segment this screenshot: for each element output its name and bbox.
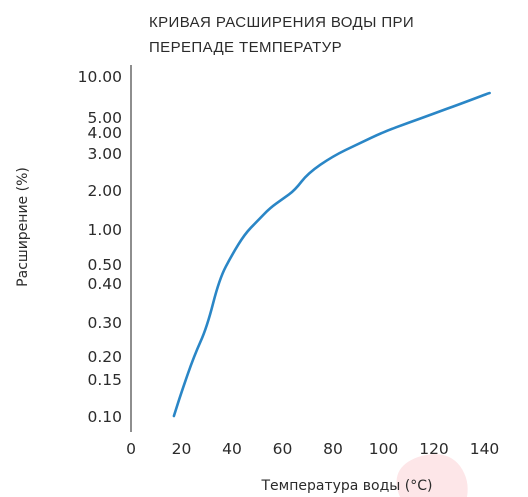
x-tick-label: 120 [419,440,449,458]
x-tick-label: 140 [470,440,500,458]
x-tick-label: 20 [172,440,192,458]
x-axis-label: Температура воды (°C) [260,478,432,494]
y-tick-label: 0.30 [87,314,122,332]
y-tick-label: 2.00 [87,182,122,200]
chart-title-line-1: КРИВАЯ РАСШИРЕНИЯ ВОДЫ ПРИ [149,14,414,31]
x-axis-ticks: 0 20 40 60 80 100 120 140 [126,440,499,458]
chart-title-line-2: ПЕРЕПАДЕ ТЕМПЕРАТУР [149,39,342,56]
x-tick-label: 0 [126,440,136,458]
y-axis-ticks: 10.00 5.004.00 3.00 2.00 1.00 0.500.40 0.30 0.2… [78,68,122,426]
series-line [172,91,491,418]
y-tick-label: 0.50 [87,256,122,274]
y-tick-label: 4.00 [87,124,122,142]
y-axis-label: Расширение (%) [15,167,31,287]
y-tick-label: 10.00 [78,68,122,86]
y-tick-label: 0.15 [87,371,122,389]
x-tick-label: 100 [369,440,399,458]
watermark-logo [396,454,468,497]
y-tick-label: 0.20 [87,348,122,366]
y-tick-label: 5.00 [87,109,122,127]
y-tick-label: 3.00 [87,145,122,163]
x-tick-label: 60 [273,440,293,458]
x-tick-label: 40 [222,440,242,458]
y-tick-label: 0.40 [87,275,122,293]
x-tick-label: 80 [323,440,343,458]
y-tick-label: 0.10 [87,408,122,426]
watermark-shape [396,454,468,497]
y-tick-label: 1.00 [87,221,122,239]
